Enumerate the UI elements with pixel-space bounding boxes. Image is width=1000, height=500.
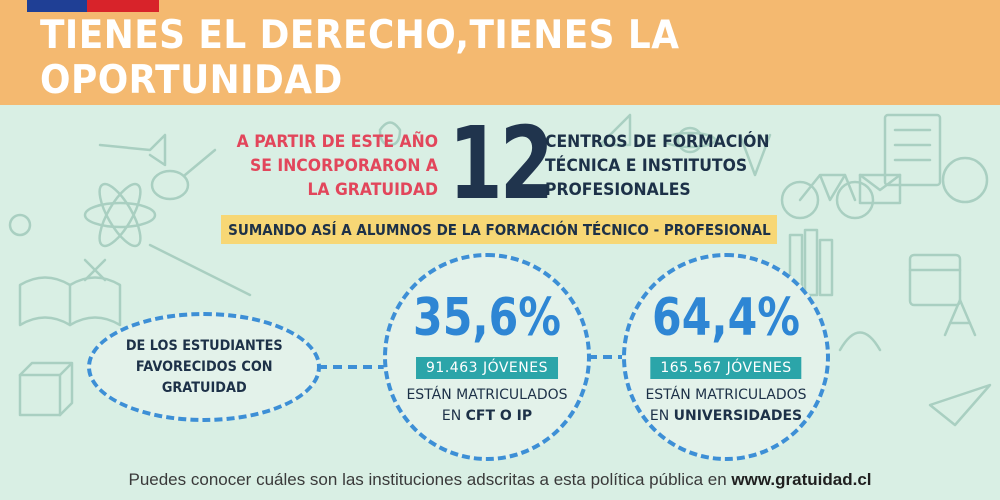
- sun-icon: [8, 213, 32, 237]
- intro-right-line: CENTROS DE FORMACIÓN: [545, 132, 770, 152]
- stat-caption-bold: UNIVERSIDADES: [673, 408, 803, 424]
- stat-caption-line: ESTÁN MATRICULADOS: [406, 387, 568, 403]
- stat-percent: 64,4%: [652, 288, 800, 348]
- stat-circle-cft-ip: 35,6% 91.463 JÓVENES ESTÁN MATRICULADOS …: [383, 253, 591, 461]
- page-title: TIENES EL DERECHO,TIENES LA OPORTUNIDAD: [40, 12, 680, 103]
- abc-cube-icon: [18, 361, 74, 417]
- stat-count-badge: 91.463 JÓVENES: [416, 357, 558, 379]
- triangle-icon: [598, 113, 632, 147]
- bicycle-icon: [780, 173, 875, 220]
- atom-icon: [83, 182, 157, 248]
- paperplane-icon: [928, 383, 992, 427]
- letter-a-icon: [943, 298, 977, 337]
- background-doodles: [8, 113, 992, 427]
- stat-circle-universidades: 64,4% 165.567 JÓVENES ESTÁN MATRICULADOS…: [622, 253, 830, 461]
- intro-left-text: A PARTIR DE ESTE AÑO SE INCORPORARON A L…: [201, 130, 438, 202]
- stat-count-badge: 165.567 JÓVENES: [650, 357, 802, 379]
- subtitle-bar: SUMANDO ASÍ A ALUMNOS DE LA FORMACIÓN TÉ…: [221, 215, 777, 244]
- planet-icon: [663, 126, 717, 154]
- notebook-icon: [883, 113, 942, 187]
- intro-left-line: LA GRATUIDAD: [307, 180, 438, 200]
- stat-caption-line: ESTÁN MATRICULADOS: [645, 387, 807, 403]
- header-banner: TIENES EL DERECHO,TIENES LA OPORTUNIDAD: [0, 0, 1000, 105]
- footer-text: Puedes conocer cuáles son las institucio…: [128, 470, 732, 489]
- soccer-ball-icon: [941, 156, 989, 204]
- stat-caption-prefix: EN: [649, 408, 674, 424]
- stat-percent: 35,6%: [413, 288, 561, 348]
- chile-flag-stripe: [27, 0, 159, 12]
- intro-left-line: SE INCORPORARON A: [249, 156, 438, 176]
- students-label-line: DE LOS ESTUDIANTES: [125, 337, 283, 354]
- stat-caption-bold: CFT O IP: [465, 408, 533, 424]
- students-label: DE LOS ESTUDIANTES FAVORECIDOS CON GRATU…: [126, 336, 283, 399]
- cross-icon: [83, 258, 107, 282]
- stat-caption-line: EN UNIVERSIDADES: [626, 406, 826, 427]
- institution-count: 12: [448, 105, 554, 222]
- calendar-icon: [908, 253, 962, 307]
- students-label-line: GRATUIDAD: [161, 379, 247, 396]
- trumpet-icon: [98, 133, 167, 167]
- flag-blue-band: [27, 0, 87, 12]
- envelope-icon: [858, 173, 902, 205]
- stat-caption: ESTÁN MATRICULADOS EN UNIVERSIDADES: [626, 385, 826, 427]
- intro-right-line: TÉCNICA E INSTITUTOS: [545, 156, 748, 176]
- compass-icon: [738, 133, 772, 177]
- guitar-icon: [150, 148, 217, 201]
- stat-caption: ESTÁN MATRICULADOS EN CFT O IP: [387, 385, 587, 427]
- stat-caption-prefix: EN: [441, 408, 466, 424]
- intro-left-line: A PARTIR DE ESTE AÑO: [236, 132, 438, 152]
- pencil-icon: [148, 243, 252, 297]
- subtitle-text: SUMANDO ASÍ A ALUMNOS DE LA FORMACIÓN TÉ…: [227, 220, 771, 239]
- intro-right-text: CENTROS DE FORMACIÓN TÉCNICA E INSTITUTO…: [545, 130, 784, 202]
- students-label-line: FAVORECIDOS CON: [135, 358, 273, 375]
- drop-icon: [378, 121, 402, 147]
- footer: Puedes conocer cuáles son las institucio…: [0, 470, 1000, 490]
- footer-link[interactable]: www.gratuidad.cl: [731, 470, 872, 489]
- flag-red-band: [87, 0, 159, 12]
- students-label-ellipse: DE LOS ESTUDIANTES FAVORECIDOS CON GRATU…: [87, 312, 321, 422]
- stat-caption-line: EN CFT O IP: [387, 406, 587, 427]
- intro-right-line: PROFESIONALES: [545, 180, 691, 200]
- headphones-icon: [838, 331, 882, 352]
